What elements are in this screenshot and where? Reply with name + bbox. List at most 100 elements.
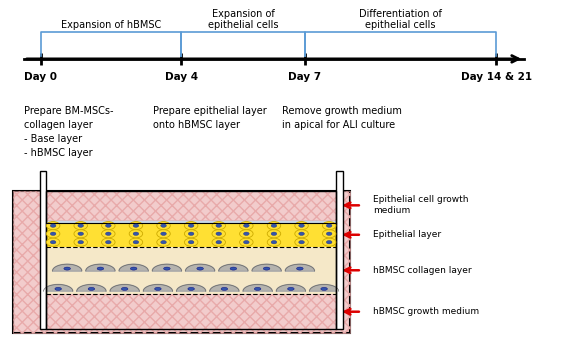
Circle shape	[244, 224, 249, 227]
Ellipse shape	[197, 267, 203, 270]
Circle shape	[74, 222, 88, 230]
Bar	[46, 294, 337, 329]
Circle shape	[327, 224, 332, 227]
Bar	[337, 170, 342, 329]
Circle shape	[133, 224, 139, 227]
Circle shape	[160, 240, 166, 244]
Circle shape	[46, 230, 60, 238]
Circle shape	[184, 238, 198, 246]
Ellipse shape	[155, 287, 161, 291]
Circle shape	[295, 238, 308, 246]
Circle shape	[240, 238, 253, 246]
Polygon shape	[276, 284, 306, 291]
Ellipse shape	[288, 287, 294, 291]
Circle shape	[299, 232, 305, 235]
Text: Differentiation of
epithelial cells: Differentiation of epithelial cells	[359, 9, 442, 30]
Ellipse shape	[321, 287, 327, 291]
Text: Remove growth medium
in apical for ALI culture: Remove growth medium in apical for ALI c…	[282, 106, 402, 130]
Circle shape	[244, 240, 249, 244]
Circle shape	[106, 224, 111, 227]
Circle shape	[244, 232, 249, 235]
Circle shape	[216, 232, 221, 235]
Circle shape	[271, 240, 277, 244]
Ellipse shape	[263, 267, 270, 270]
Polygon shape	[219, 264, 248, 271]
Circle shape	[133, 232, 139, 235]
Polygon shape	[243, 284, 272, 291]
Circle shape	[299, 224, 305, 227]
Bar	[46, 294, 337, 329]
Bar	[46, 247, 337, 294]
Circle shape	[102, 230, 115, 238]
Ellipse shape	[131, 267, 137, 270]
Circle shape	[157, 222, 170, 230]
Bar	[46, 223, 337, 247]
Circle shape	[102, 238, 115, 246]
Bar	[40, 170, 46, 329]
Ellipse shape	[188, 287, 194, 291]
Polygon shape	[176, 284, 206, 291]
Circle shape	[46, 238, 60, 246]
Circle shape	[323, 230, 336, 238]
Bar	[46, 191, 337, 220]
Text: Day 0: Day 0	[24, 72, 57, 83]
Circle shape	[102, 222, 115, 230]
Polygon shape	[110, 284, 140, 291]
Circle shape	[50, 232, 56, 235]
Circle shape	[184, 230, 198, 238]
Circle shape	[216, 240, 221, 244]
Polygon shape	[86, 264, 115, 271]
Polygon shape	[310, 284, 339, 291]
Circle shape	[157, 238, 170, 246]
Bar	[12, 191, 350, 333]
Polygon shape	[185, 264, 215, 271]
Bar	[12, 191, 350, 333]
Circle shape	[212, 222, 225, 230]
Circle shape	[271, 224, 277, 227]
Polygon shape	[285, 264, 315, 271]
Circle shape	[323, 238, 336, 246]
Circle shape	[74, 238, 88, 246]
Circle shape	[240, 222, 253, 230]
Circle shape	[129, 230, 143, 238]
Circle shape	[50, 240, 56, 244]
Text: Day 7: Day 7	[288, 72, 321, 83]
Circle shape	[46, 222, 60, 230]
Circle shape	[74, 230, 88, 238]
Polygon shape	[153, 264, 181, 271]
Ellipse shape	[55, 287, 62, 291]
Polygon shape	[252, 264, 281, 271]
Circle shape	[240, 230, 253, 238]
Text: hBMSC collagen layer: hBMSC collagen layer	[373, 266, 472, 275]
Circle shape	[188, 232, 194, 235]
Circle shape	[129, 238, 143, 246]
Polygon shape	[144, 284, 172, 291]
Circle shape	[188, 224, 194, 227]
Circle shape	[299, 240, 305, 244]
Polygon shape	[119, 264, 148, 271]
Polygon shape	[210, 284, 239, 291]
Polygon shape	[53, 264, 82, 271]
Text: Day 14 & 21: Day 14 & 21	[460, 72, 532, 83]
Text: Epithelial layer: Epithelial layer	[373, 230, 441, 239]
Circle shape	[327, 232, 332, 235]
Ellipse shape	[88, 287, 95, 291]
Bar	[46, 191, 337, 329]
Ellipse shape	[164, 267, 170, 270]
Circle shape	[295, 222, 308, 230]
Circle shape	[327, 240, 332, 244]
Text: Prepare BM-MSCs-
collagen layer
- Base layer
- hBMSC layer: Prepare BM-MSCs- collagen layer - Base l…	[24, 106, 114, 158]
Text: Expansion of hBMSC: Expansion of hBMSC	[61, 20, 161, 30]
Ellipse shape	[121, 287, 128, 291]
Ellipse shape	[230, 267, 237, 270]
Circle shape	[160, 224, 166, 227]
Circle shape	[295, 230, 308, 238]
Text: Epithelial cell growth
medium: Epithelial cell growth medium	[373, 195, 468, 216]
Circle shape	[50, 224, 56, 227]
Circle shape	[323, 222, 336, 230]
Circle shape	[212, 238, 225, 246]
Circle shape	[78, 232, 84, 235]
Circle shape	[267, 222, 281, 230]
Text: Day 4: Day 4	[165, 72, 198, 83]
Ellipse shape	[254, 287, 261, 291]
